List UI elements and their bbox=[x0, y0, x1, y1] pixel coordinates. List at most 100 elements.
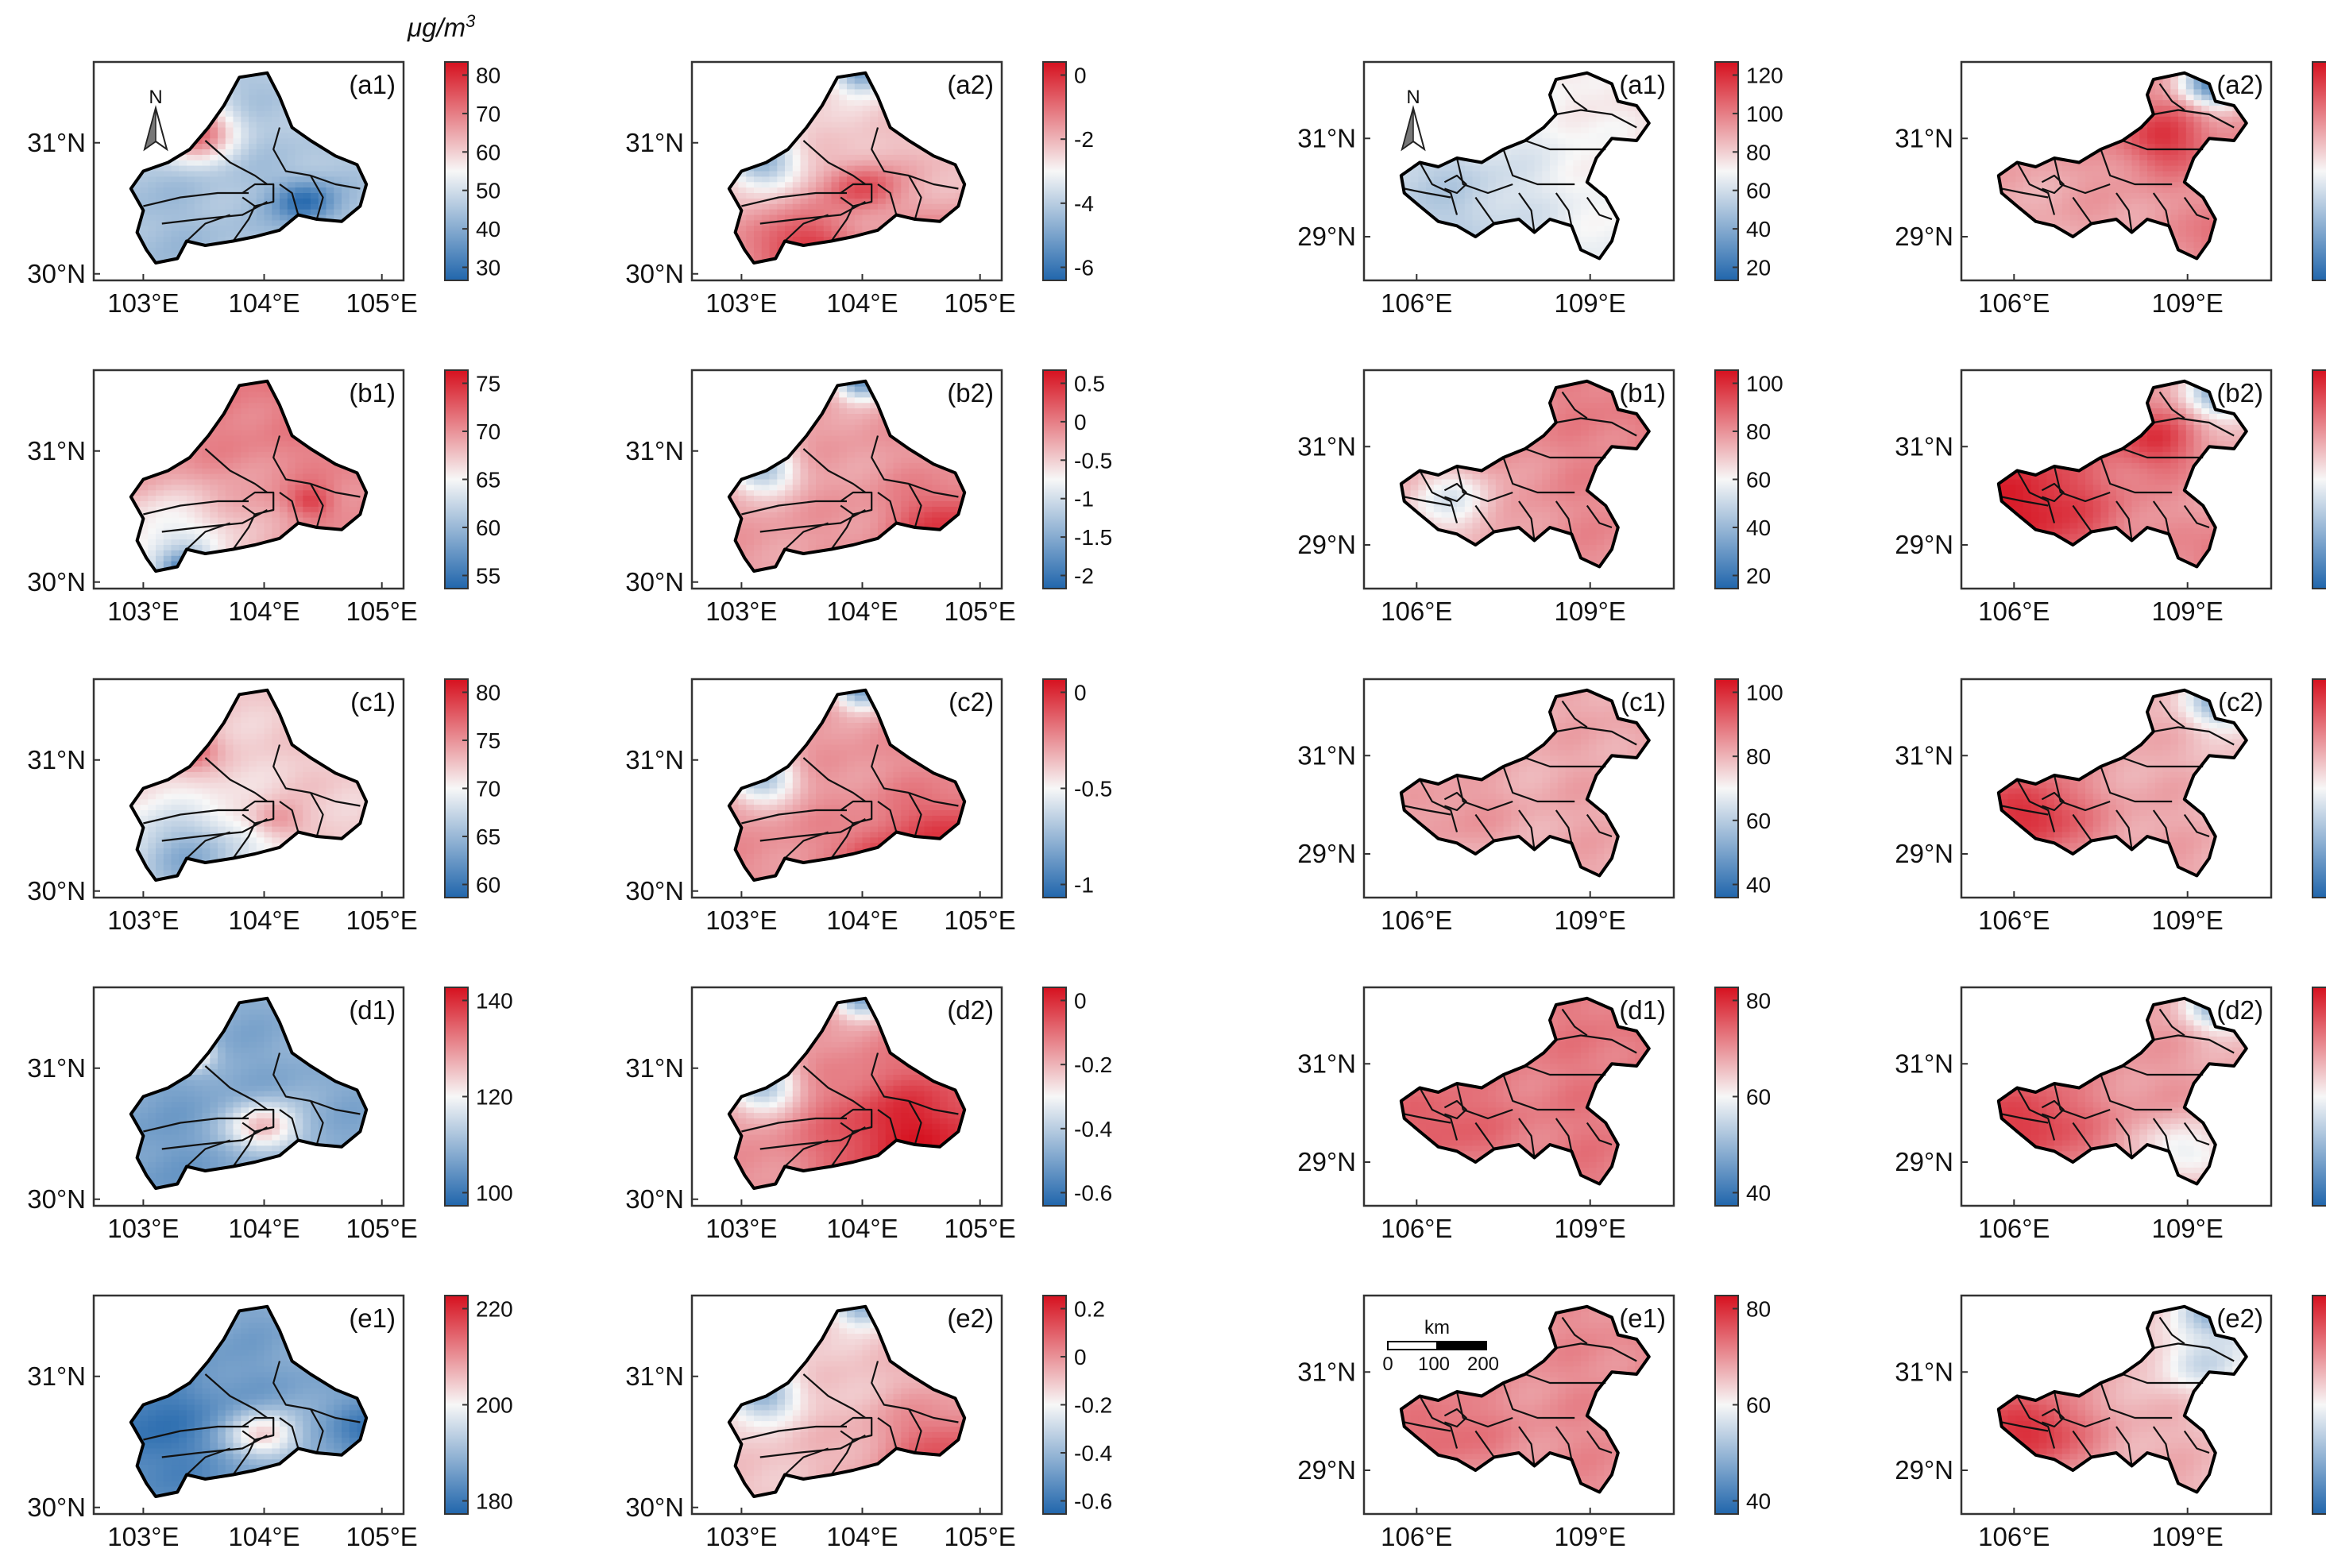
y-tick-label: 30°N bbox=[625, 567, 684, 597]
colorbar-tick-label: 220 bbox=[476, 1297, 513, 1322]
colorbar-tick-label: -2 bbox=[1074, 564, 1094, 589]
y-tick-label: 30°N bbox=[27, 1184, 86, 1214]
x-tick-label: 106°E bbox=[1381, 1522, 1452, 1551]
x-axis: 106°E 109°E bbox=[1381, 1508, 1626, 1551]
map-panel-d2: (d2) 103°E 104°E 105°E 31°N 30°N 0 -0.2 -0.4 -0.6 bbox=[625, 986, 1112, 1243]
colorbar-tick-label: 80 bbox=[1746, 419, 1771, 444]
x-tick-label: 104°E bbox=[826, 906, 898, 935]
x-tick-label: 109°E bbox=[2152, 1214, 2224, 1243]
y-tick-label: 30°N bbox=[625, 1184, 684, 1214]
y-tick-label: 31°N bbox=[1297, 431, 1356, 461]
x-axis: 106°E 109°E bbox=[1381, 274, 1626, 318]
colorbar-tick-label: 70 bbox=[476, 102, 500, 126]
panel-label: (a1) bbox=[349, 70, 396, 99]
scale-tick: 200 bbox=[1467, 1354, 1499, 1375]
panel-label: (c1) bbox=[350, 687, 396, 716]
x-axis: 103°E 104°E 105°E bbox=[107, 1508, 418, 1551]
district-boundaries bbox=[1404, 83, 1637, 233]
colorbar-tick-label: 0 bbox=[1074, 989, 1087, 1014]
x-tick-label: 103°E bbox=[107, 1214, 179, 1243]
colorbar-tick-label: 200 bbox=[476, 1393, 513, 1418]
y-tick-label: 30°N bbox=[27, 567, 86, 597]
colorbar: 0-0.2-0.4-0.6 bbox=[2312, 369, 2326, 589]
map-panel-d1: (d1) 103°E 104°E 105°E 31°N 30°N 140 120 100 bbox=[27, 986, 513, 1243]
colorbar-tick-label: 140 bbox=[476, 989, 513, 1014]
map-panel-b2b: (b2) 106°E 109°E 31°N 29°N 0-0.2-0.4-0.6 bbox=[1895, 369, 2326, 626]
x-tick-label: 109°E bbox=[2152, 288, 2224, 318]
colorbar-tick-label: -0.2 bbox=[1074, 1393, 1112, 1418]
colorbar-tick-label: 180 bbox=[476, 1489, 513, 1514]
region-outline bbox=[727, 379, 967, 573]
x-tick-label: 109°E bbox=[2152, 906, 2224, 935]
colorbar: 0 -0.5 -1 bbox=[1042, 678, 1112, 898]
colorbar-tick-label: 0.5 bbox=[1074, 372, 1105, 396]
colorbar: 140 120 100 bbox=[444, 987, 513, 1207]
colorbar-tick-label: 60 bbox=[476, 873, 500, 898]
x-axis: 106°E 109°E bbox=[1381, 891, 1626, 935]
map-panel-d1b: (d1) 106°E 109°E 31°N 29°N 80 60 40 bbox=[1297, 986, 1771, 1243]
panel-label: (d2) bbox=[2216, 995, 2263, 1025]
x-tick-label: 109°E bbox=[2152, 597, 2224, 626]
north-arrow-icon: N bbox=[1401, 87, 1426, 152]
colorbar-tick-label: -0.6 bbox=[1074, 1489, 1112, 1514]
colorbar-tick-label: 30 bbox=[476, 256, 500, 280]
unit-label: μg/m3 bbox=[407, 11, 476, 43]
map-panel-a2: (a2) 103°E 104°E 105°E 31°N 30°N 0 -2 -4 -6 bbox=[625, 60, 1094, 318]
x-tick-label: 105°E bbox=[945, 288, 1016, 318]
colorbar-tick-label: 60 bbox=[1746, 1393, 1771, 1418]
colorbar: 0.5 0 -0.5 -1 -1.5 -2 bbox=[1042, 369, 1112, 589]
x-tick-label: 104°E bbox=[826, 1214, 898, 1243]
y-tick-label: 31°N bbox=[1895, 740, 1953, 770]
y-tick-label: 29°N bbox=[1895, 839, 1953, 868]
colorbar-tick-label: -0.4 bbox=[1074, 1117, 1112, 1141]
district-boundaries bbox=[741, 127, 959, 242]
y-tick-label: 29°N bbox=[1297, 1147, 1356, 1176]
x-axis: 103°E 104°E 105°E bbox=[705, 582, 1016, 626]
x-tick-label: 109°E bbox=[2152, 1522, 2224, 1551]
colorbar-tick-label: 0 bbox=[1074, 64, 1087, 88]
colorbar-tick-label: 60 bbox=[1746, 179, 1771, 203]
map-panel-b1b: (b1) 106°E 109°E 31°N 29°N 100 80 60 40 20 bbox=[1297, 369, 1783, 626]
svg-text:N: N bbox=[149, 87, 162, 108]
x-tick-label: 105°E bbox=[346, 1522, 418, 1551]
x-tick-label: 106°E bbox=[1978, 1522, 2050, 1551]
district-boundaries bbox=[2001, 1008, 2235, 1158]
district-boundaries bbox=[2001, 1316, 2235, 1466]
colorbar-tick-label: 75 bbox=[476, 372, 500, 396]
panel-label: (b2) bbox=[2216, 378, 2263, 407]
y-tick-label: 29°N bbox=[1895, 222, 1953, 251]
x-axis: 106°E 109°E bbox=[1381, 582, 1626, 626]
colorbar-tick-label: -4 bbox=[1074, 191, 1094, 216]
panel-label: (e1) bbox=[349, 1303, 396, 1333]
district-boundaries bbox=[1404, 1008, 1637, 1158]
x-tick-label: 103°E bbox=[107, 288, 179, 318]
colorbar: 100 80 60 40 20 bbox=[1714, 369, 1783, 589]
colorbar-tick-label: 70 bbox=[476, 777, 500, 801]
colorbar-tick-label: 100 bbox=[1746, 681, 1783, 705]
colorbar-tick-label: 0 bbox=[1074, 681, 1087, 705]
region-outline bbox=[1996, 71, 2248, 261]
district-boundaries bbox=[1404, 700, 1637, 850]
x-tick-label: 106°E bbox=[1978, 288, 2050, 318]
x-tick-label: 103°E bbox=[705, 1214, 777, 1243]
scale-tick: 0 bbox=[1382, 1354, 1393, 1375]
unit-superscript: 3 bbox=[466, 11, 476, 31]
colorbar-tick-label: 40 bbox=[1746, 1489, 1771, 1514]
colorbar-tick-label: 120 bbox=[476, 1085, 513, 1110]
y-tick-label: 31°N bbox=[1297, 123, 1356, 153]
region-outline bbox=[1399, 996, 1651, 1186]
y-tick-label: 31°N bbox=[27, 1361, 86, 1391]
x-axis: 103°E 104°E 105°E bbox=[705, 1508, 1016, 1551]
map-panel-e1: (e1) 103°E 104°E 105°E 31°N 30°N 220 200 180 bbox=[27, 1294, 513, 1551]
x-axis: 103°E 104°E 105°E bbox=[107, 1199, 418, 1243]
region-outline bbox=[129, 996, 369, 1190]
y-tick-label: 31°N bbox=[625, 745, 684, 774]
colorbar-tick-label: 100 bbox=[1746, 372, 1783, 396]
district-boundaries bbox=[741, 1052, 959, 1168]
x-tick-label: 109°E bbox=[1555, 288, 1626, 318]
y-axis: 31°N 30°N bbox=[27, 436, 100, 597]
y-tick-label: 31°N bbox=[1895, 431, 1953, 461]
x-axis: 106°E 109°E bbox=[1978, 582, 2224, 626]
x-tick-label: 104°E bbox=[228, 597, 299, 626]
